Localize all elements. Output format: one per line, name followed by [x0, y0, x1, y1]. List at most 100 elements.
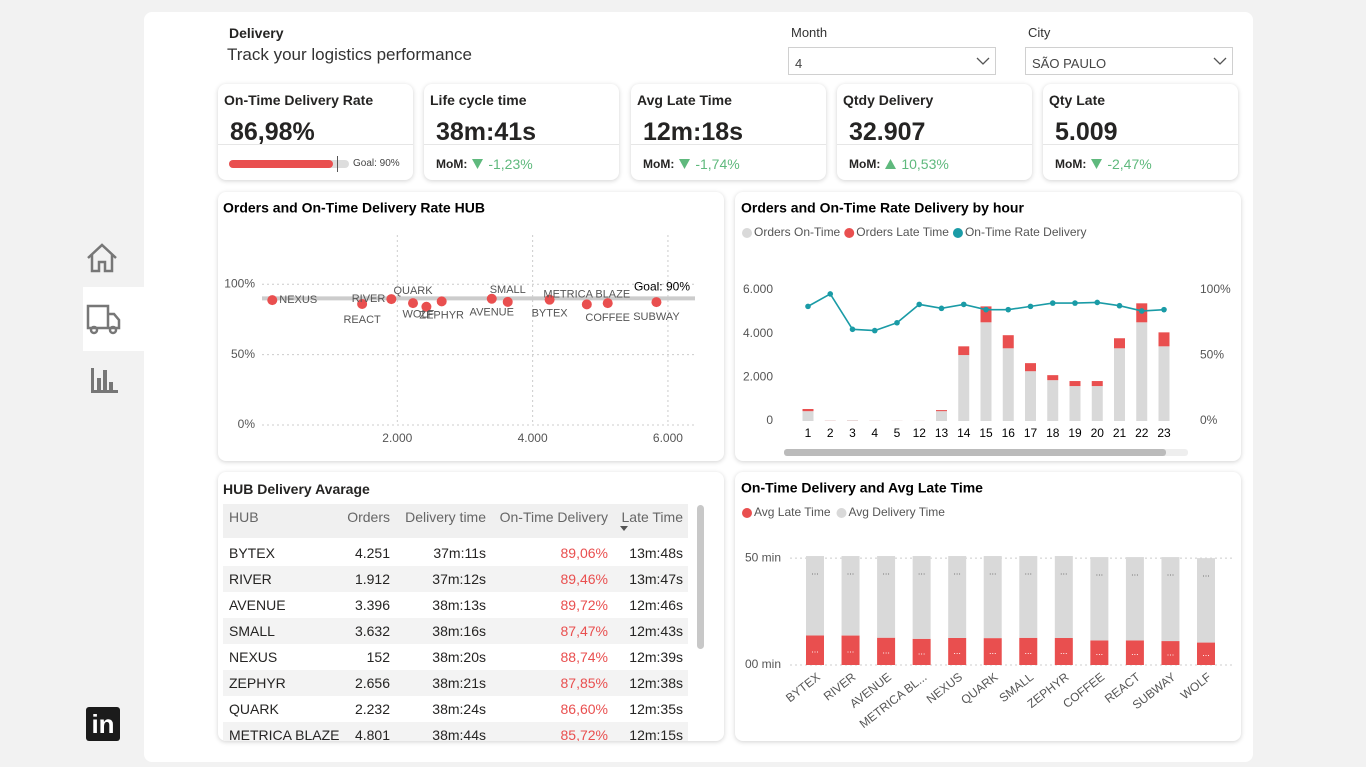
nav-active[interactable]: [83, 287, 144, 351]
kpi-value: 32.907: [849, 118, 926, 146]
mom-row: MoM: -1,74%: [643, 156, 740, 172]
kpi-value: 12m:18s: [643, 118, 744, 146]
table-cell: 12m:35s: [629, 701, 683, 717]
page-title: Delivery: [229, 25, 284, 41]
kpi-title: Qtdy Delivery: [843, 92, 934, 108]
table-cell: SMALL: [229, 623, 275, 639]
filter-dropdown[interactable]: 4: [788, 47, 996, 75]
nav-icons: [86, 243, 121, 393]
kpi-value: 86,98%: [230, 118, 315, 146]
row-stripe: [223, 722, 688, 741]
column-header: Late Time: [621, 509, 683, 525]
mom-row: MoM: -1,23%: [436, 156, 533, 172]
table-cell: RIVER: [229, 571, 272, 587]
mom-label: MoM:: [1055, 157, 1087, 171]
linkedin-logo[interactable]: in: [86, 707, 120, 741]
table-cell: 89,46%: [560, 571, 608, 587]
kpi-title: On-Time Delivery Rate: [224, 92, 374, 108]
row-stripe: [223, 566, 688, 592]
mom-change: 10,53%: [901, 156, 949, 172]
table-cell: BYTEX: [229, 545, 275, 561]
table-cell: 12m:38s: [629, 675, 683, 691]
divider: [424, 144, 619, 145]
mom-label: MoM:: [849, 157, 881, 171]
filter-value: SÃO PAULO: [1032, 56, 1107, 71]
table-cell: 12m:39s: [629, 649, 683, 665]
table-cell: 12m:46s: [629, 597, 683, 613]
divider: [1043, 144, 1238, 145]
mom-row: MoM: -2,47%: [1055, 156, 1152, 172]
table-cell: 89,06%: [560, 545, 608, 561]
divider: [837, 144, 1032, 145]
mom-label: MoM:: [643, 157, 675, 171]
column-header: On-Time Delivery: [499, 509, 608, 525]
page-subtitle: Track your logistics performance: [227, 45, 473, 64]
column-header: Delivery time: [405, 509, 486, 525]
table-cell: 37m:12s: [432, 571, 486, 587]
table-cell: 4.801: [354, 727, 390, 741]
kpi-card: On-Time Delivery Rate 86,98% Goal: 90%: [218, 84, 413, 180]
trend-arrow: [1091, 159, 1103, 169]
mom-row: MoM: 10,53%: [849, 156, 949, 172]
kpi-title: Qty Late: [1049, 92, 1106, 108]
table-cell: QUARK: [229, 701, 279, 717]
table-cell: 1.912: [354, 571, 390, 587]
filter-dropdown[interactable]: SÃO PAULO: [1025, 47, 1233, 75]
kpi-card: Avg Late Time 12m:18s MoM: -1,74%: [631, 84, 826, 180]
table-cell: 13m:48s: [629, 545, 683, 561]
mom-change: -1,23%: [488, 156, 533, 172]
table-cell: 38m:24s: [432, 701, 486, 717]
chart-icon[interactable]: [91, 368, 118, 393]
table-cell: 38m:20s: [432, 649, 486, 665]
table-cell: 86,60%: [560, 701, 608, 717]
table-cell: 38m:16s: [432, 623, 486, 639]
trend-triangle: [472, 159, 484, 169]
filter-value: 4: [795, 56, 803, 71]
table-cell: 2.656: [354, 675, 390, 691]
home-icon[interactable]: [87, 243, 117, 273]
table-cell: 37m:11s: [433, 545, 486, 561]
kpi-value: 5.009: [1055, 118, 1118, 146]
table-cell: 85,72%: [560, 727, 608, 741]
divider: [218, 144, 413, 145]
trend-arrow: [885, 159, 897, 169]
table-cell: 3.632: [354, 623, 390, 639]
kpi-value: 38m:41s: [436, 118, 537, 146]
truck-icon[interactable]: [86, 304, 121, 335]
column-header: Orders: [347, 509, 390, 525]
table-cell: 87,85%: [560, 675, 608, 691]
table-cell: 12m:43s: [629, 623, 683, 639]
table-cell: 4.251: [354, 545, 390, 561]
kpi-card: Qty Late 5.009 MoM: -2,47%: [1043, 84, 1238, 180]
row-stripe: [223, 618, 688, 644]
table-cell: 89,72%: [560, 597, 608, 613]
table-cell: METRICA BLAZE: [229, 727, 340, 741]
table-cell: 88,74%: [560, 649, 608, 665]
table-cell: 3.396: [354, 597, 390, 613]
trend-arrow: [472, 159, 484, 169]
combo-panel: [735, 192, 1241, 461]
table-cell: 38m:13s: [432, 597, 486, 613]
table-cell: 2.232: [354, 701, 390, 717]
trend-triangle: [1091, 159, 1103, 169]
trend-arrow: [679, 159, 691, 169]
scatter-panel: [218, 192, 724, 461]
stacked-panel: [735, 472, 1241, 741]
column-header: HUB: [229, 509, 259, 525]
kpi-title: Avg Late Time: [637, 92, 732, 108]
table-cell: 13m:47s: [629, 571, 683, 587]
trend-triangle: [679, 159, 691, 169]
gauge-goal-label: Goal: 90%: [353, 158, 400, 169]
mom-change: -1,74%: [695, 156, 740, 172]
table-header-bg: [223, 504, 688, 538]
table-cell: ZEPHYR: [229, 675, 286, 691]
gauge-goal: [337, 156, 338, 172]
table-title: HUB Delivery Avarage: [223, 481, 370, 497]
filter-label: Month: [791, 25, 828, 40]
scrollbar[interactable]: [697, 505, 704, 649]
table-panel: HUB Delivery Avarage HUB Orders Delivery t…: [218, 472, 724, 741]
trend-triangle: [885, 159, 897, 169]
divider: [631, 144, 826, 145]
table-cell: 38m:21s: [432, 675, 486, 691]
